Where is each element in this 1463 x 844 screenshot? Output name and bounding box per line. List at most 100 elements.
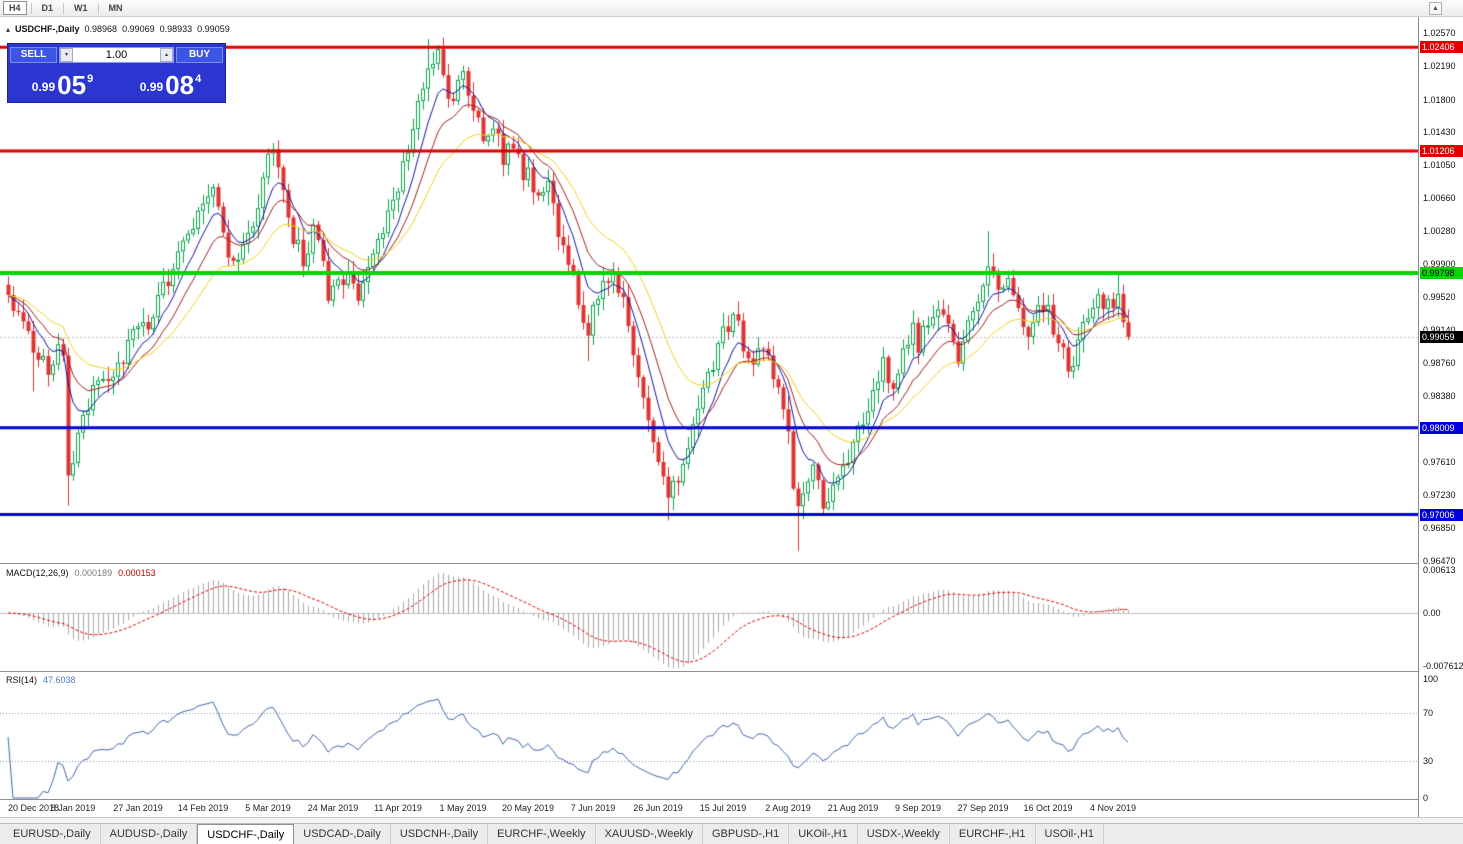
chevron-down-icon: ▾ [64, 52, 68, 58]
toolbar-separator [30, 2, 32, 14]
sell-price-pipette: 9 [87, 73, 94, 85]
chart-tab-eurchf-h1[interactable]: EURCHF-,H1 [950, 824, 1036, 844]
buy-price-big-digits: 08 [165, 70, 195, 100]
chart-symbol-label: USDCHF-,Daily [15, 24, 80, 34]
date-label: 27 Sep 2019 [957, 803, 1009, 813]
buy-button[interactable]: BUY [176, 47, 223, 63]
chart-tab-usdcad-daily[interactable]: USDCAD-,Daily [294, 824, 391, 844]
macd-name: MACD(12,26,9) [6, 568, 69, 578]
level-price-label: 0.97006 [1420, 509, 1463, 521]
rsi-value: 47.6038 [43, 675, 76, 685]
timeframe-mn-button[interactable]: MN [103, 1, 129, 15]
chart-tab-gbpusd-h1[interactable]: GBPUSD-,H1 [703, 824, 790, 844]
chart-tab-ukoil-h1[interactable]: UKOil-,H1 [789, 824, 858, 844]
level-price-label: 0.98009 [1420, 422, 1463, 434]
macd-signal-value: 0.000153 [118, 568, 156, 578]
timeframe-d1-button[interactable]: D1 [36, 1, 60, 15]
price-axis: 1.02570 1.02190 1.01800 1.01430 1.01050 1.006… [1418, 17, 1463, 817]
buy-price-prefix: 0.99 [139, 80, 164, 94]
toolbar-separator [63, 2, 65, 14]
price-tick-label: 1.00280 [1423, 226, 1456, 236]
date-label: 8 Jan 2019 [50, 803, 96, 813]
low-value: 0.98933 [159, 24, 193, 34]
current-price-label: 0.99059 [1420, 331, 1463, 343]
panel-divider[interactable] [0, 671, 1463, 672]
high-value: 0.99069 [122, 24, 155, 34]
lot-increase-button[interactable]: ▴ [160, 48, 173, 62]
price-tick-label: 0.98380 [1423, 391, 1456, 401]
price-chart-canvas[interactable] [0, 17, 1418, 563]
up-arrow-icon: ▲ [1432, 5, 1439, 12]
macd-indicator-label: MACD(12,26,9) 0.000189 0.000153 [6, 568, 156, 578]
timeframe-w1-button[interactable]: W1 [68, 1, 94, 15]
sell-price[interactable]: 0.99 05 9 [10, 66, 115, 100]
rsi-panel-canvas[interactable] [0, 672, 1418, 799]
one-click-trading-toggle-icon[interactable]: ▴ [6, 24, 11, 34]
date-label: 9 Sep 2019 [894, 803, 942, 813]
buy-price[interactable]: 0.99 08 4 [118, 66, 223, 100]
price-tick-label: 0.97230 [1423, 490, 1456, 500]
macd-panel-canvas[interactable] [0, 564, 1418, 671]
rsi-indicator-label: RSI(14) 47.6038 [6, 675, 76, 685]
open-value: 0.98968 [84, 24, 118, 34]
chart-tab-xauusd-weekly[interactable]: XAUUSD-,Weekly [596, 824, 703, 844]
date-label: 4 Nov 2019 [1089, 803, 1137, 813]
date-label: 20 Dec 2018 [8, 803, 60, 813]
date-label: 7 Jun 2019 [570, 803, 616, 813]
chart-tab-usdx-weekly[interactable]: USDX-,Weekly [858, 824, 950, 844]
macd-tick-label: -0.007612 [1423, 661, 1463, 671]
price-tick-label: 0.96850 [1423, 523, 1456, 533]
date-label: 5 Mar 2019 [245, 803, 291, 813]
timeframe-toolbar: H4 D1 W1 MN ▲ [0, 0, 1463, 17]
price-tick-label: 1.01800 [1423, 95, 1456, 105]
price-tick-label: 0.96470 [1423, 556, 1456, 566]
chart-tab-eurchf-weekly[interactable]: EURCHF-,Weekly [488, 824, 596, 844]
panel-divider[interactable] [0, 799, 1463, 800]
chart-region: 1.02570 1.02190 1.01800 1.01430 1.01050 1.006… [0, 17, 1463, 817]
price-tick-label: 0.97610 [1423, 457, 1456, 467]
level-price-label: 0.99798 [1420, 267, 1463, 279]
level-price-label: 1.01206 [1420, 145, 1463, 157]
date-label: 21 Aug 2019 [827, 803, 879, 813]
sell-button[interactable]: SELL [10, 47, 57, 63]
chart-tab-eurusd-daily[interactable]: EURUSD-,Daily [4, 824, 101, 844]
chart-ohlc-header: ▴ USDCHF-,Daily 0.98968 0.99069 0.98933 … [6, 24, 230, 34]
chart-tab-usdchf-daily[interactable]: USDCHF-,Daily [197, 824, 295, 844]
price-tick-label: 1.02190 [1423, 61, 1456, 71]
date-label: 1 May 2019 [439, 803, 487, 813]
toolbar-separator [97, 2, 99, 14]
lot-size-input[interactable] [73, 49, 160, 61]
chart-tab-usdcnh-daily[interactable]: USDCNH-,Daily [391, 824, 489, 844]
close-value: 0.99059 [197, 24, 230, 34]
rsi-tick-label: 70 [1423, 708, 1434, 718]
rsi-tick-label: 30 [1423, 756, 1434, 766]
lot-size-stepper: ▾ ▴ [59, 47, 174, 63]
lot-decrease-button[interactable]: ▾ [60, 48, 73, 62]
price-tick-label: 1.02570 [1423, 28, 1456, 38]
panel-divider[interactable] [0, 563, 1463, 564]
date-label: 20 May 2019 [501, 803, 555, 813]
date-label: 2 Aug 2019 [765, 803, 811, 813]
rsi-name: RSI(14) [6, 675, 38, 685]
price-tick-label: 0.99900 [1423, 259, 1456, 269]
buy-price-pipette: 4 [195, 73, 202, 85]
date-label: 24 Mar 2019 [307, 803, 359, 813]
chart-tab-usoil-h1[interactable]: USOil-,H1 [1036, 824, 1105, 844]
date-label: 14 Feb 2019 [177, 803, 229, 813]
chevron-up-icon: ▴ [164, 52, 168, 58]
date-label: 26 Jun 2019 [633, 803, 683, 813]
macd-main-value: 0.000189 [74, 568, 113, 578]
one-click-trading-panel: SELL ▾ ▴ BUY 0.99 05 9 0.99 08 4 [7, 43, 226, 103]
sell-price-big-digits: 05 [57, 70, 87, 100]
timeframe-h4-button[interactable]: H4 [3, 1, 27, 15]
scroll-up-button[interactable]: ▲ [1429, 2, 1442, 15]
price-tick-label: 1.01430 [1423, 127, 1456, 137]
date-label: 27 Jan 2019 [113, 803, 163, 813]
price-tick-label: 1.01050 [1423, 160, 1456, 170]
sell-price-prefix: 0.99 [31, 80, 56, 94]
price-tick-label: 0.98760 [1423, 358, 1456, 368]
date-label: 16 Oct 2019 [1023, 803, 1073, 813]
macd-tick-label: 0.00613 [1423, 565, 1456, 575]
chart-tab-audusd-daily[interactable]: AUDUSD-,Daily [101, 824, 198, 844]
